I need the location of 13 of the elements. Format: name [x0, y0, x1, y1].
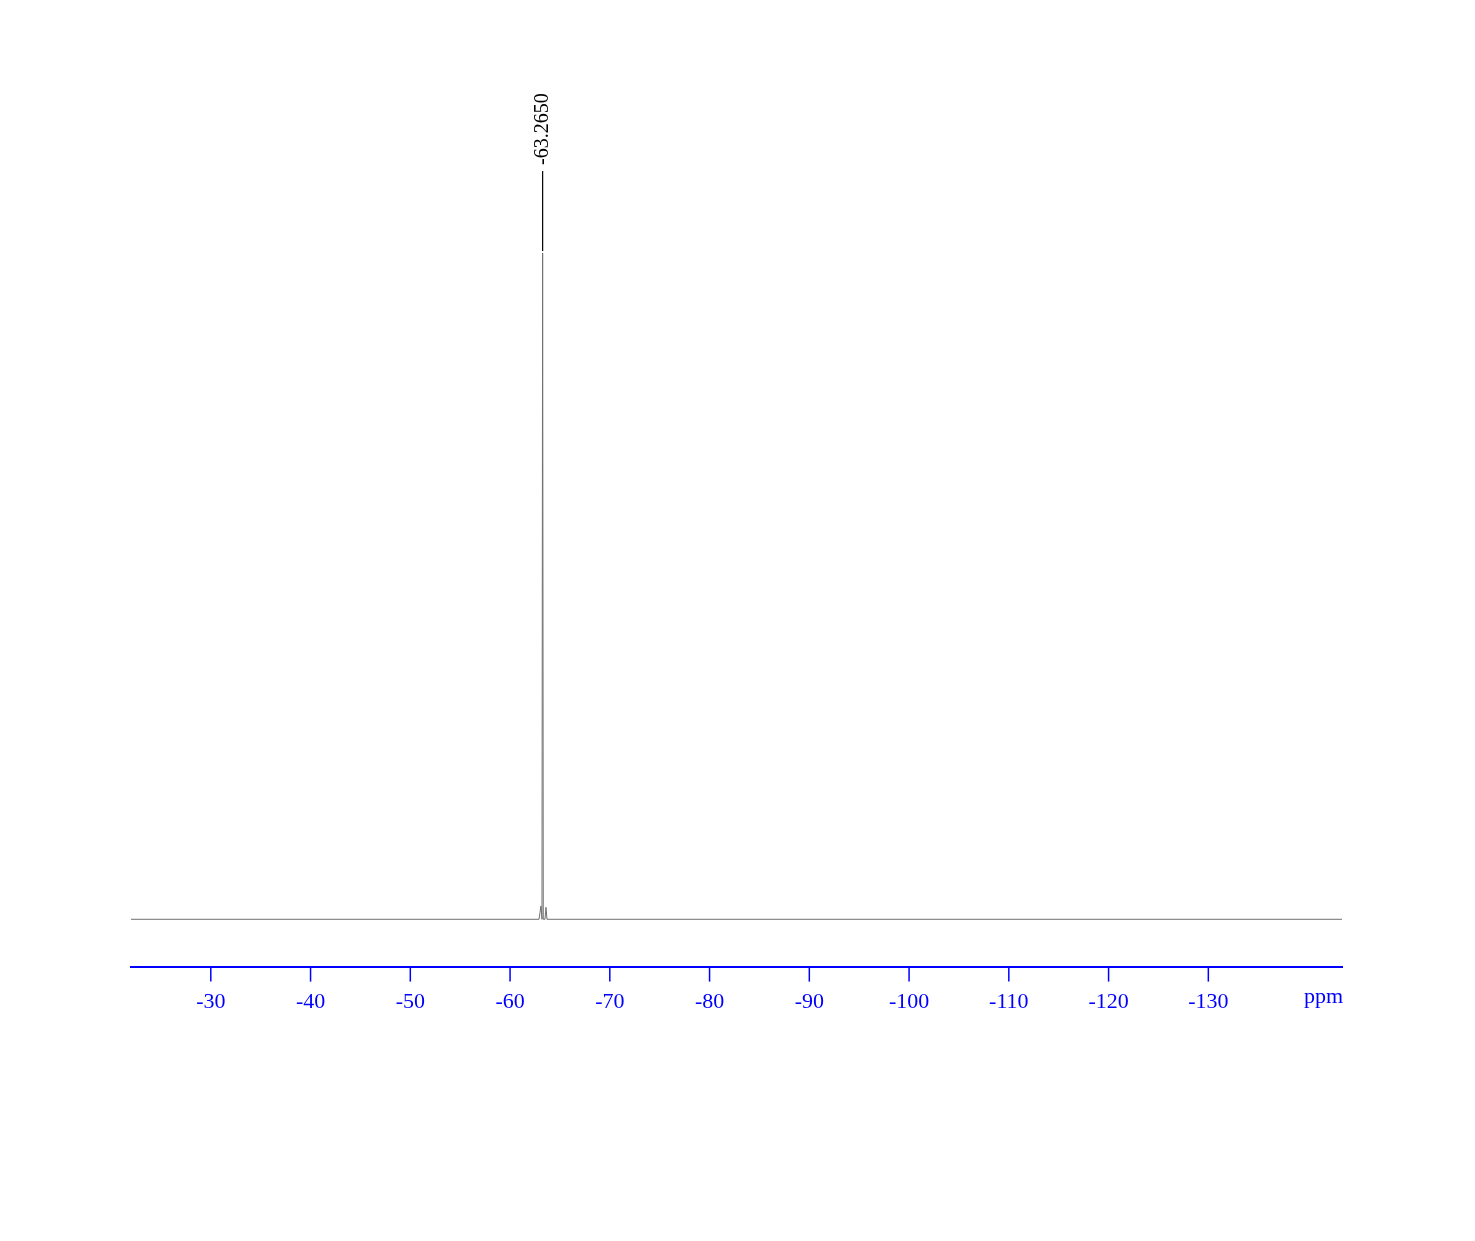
x-tick-label: -50 — [395, 987, 425, 1013]
x-tick-label: -100 — [888, 987, 930, 1013]
x-tick-label: -120 — [1088, 987, 1129, 1013]
x-tick-label: -60 — [495, 987, 525, 1013]
annotation: -63.2650 — [529, 93, 552, 165]
x-tick-label: -80 — [694, 987, 725, 1013]
x-tick-label: -110 — [989, 987, 1029, 1013]
x-tick-label: -30 — [196, 987, 226, 1013]
x-tick-label: -130 — [1188, 987, 1229, 1013]
x-tick-label: -40 — [295, 987, 326, 1013]
x-tick-label: -90 — [794, 987, 824, 1013]
x-axis-title: ppm — [1303, 983, 1343, 1009]
x-tick-label: -70 — [595, 987, 625, 1013]
